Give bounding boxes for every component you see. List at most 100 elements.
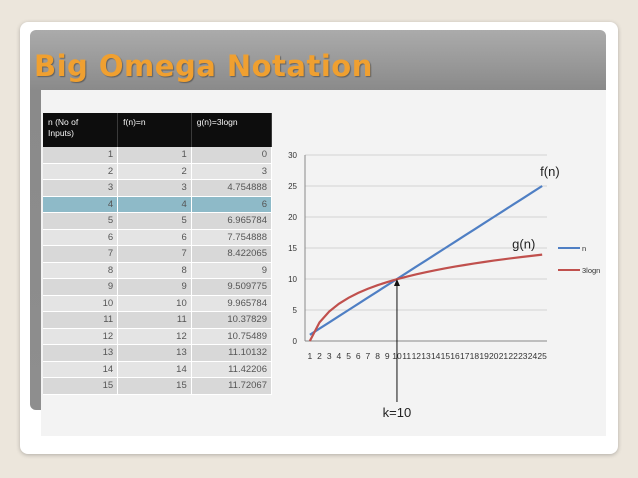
table-header-row: n (No of Inputs) f(n)=n g(n)=3logn xyxy=(43,113,273,147)
cell-gn: 0 xyxy=(191,147,273,164)
x-tick-label: 13 xyxy=(421,351,431,361)
cell-n: 9 xyxy=(43,278,119,296)
cell-n: 15 xyxy=(43,377,119,395)
table-row: 7 7 8.422065 xyxy=(43,245,273,263)
cell-fn: 15 xyxy=(117,377,192,395)
x-tick-label: 24 xyxy=(528,351,538,361)
cell-gn: 10.37829 xyxy=(191,311,273,329)
table-row: 5 5 6.965784 xyxy=(43,212,273,230)
cell-gn: 9.509775 xyxy=(191,278,273,296)
cell-n: 12 xyxy=(43,328,119,345)
cell-gn: 3 xyxy=(191,163,273,180)
cell-n: 4 xyxy=(43,196,119,213)
x-tick-label: 23 xyxy=(518,351,528,361)
table-row: 15 15 11.72067 xyxy=(43,377,273,395)
cell-gn: 8.422065 xyxy=(191,245,273,263)
table-row: 13 13 11.10132 xyxy=(43,344,273,362)
series-line-3logn xyxy=(308,253,543,342)
cell-n: 2 xyxy=(43,163,119,180)
y-tick-label: 30 xyxy=(288,151,297,160)
x-tick-label: 3 xyxy=(327,351,332,361)
legend-label: 3logn xyxy=(582,266,600,275)
cell-n: 11 xyxy=(43,311,119,329)
cell-fn: 7 xyxy=(117,245,192,263)
cell-n: 14 xyxy=(43,361,119,378)
x-tick-label: 8 xyxy=(375,351,380,361)
cell-gn: 11.42206 xyxy=(191,361,273,378)
table-body: 1 1 0 2 2 3 3 3 4.754888 4 4 6 5 5 6.965784 6 6 7.754888 7… xyxy=(43,147,273,395)
x-tick-label: 5 xyxy=(346,351,351,361)
header-n-label: n (No of Inputs) xyxy=(48,117,79,138)
header-fn: f(n)=n xyxy=(117,113,192,147)
cell-fn: 3 xyxy=(117,179,192,197)
g-label: g(n) xyxy=(512,237,535,252)
x-tick-label: 16 xyxy=(450,351,460,361)
x-tick-label: 6 xyxy=(356,351,361,361)
x-tick-label: 21 xyxy=(499,351,509,361)
x-tick-label: 14 xyxy=(431,351,441,361)
cell-gn: 6 xyxy=(191,196,273,213)
legend-label: n xyxy=(582,244,586,253)
header-gn: g(n)=3logn xyxy=(191,113,273,147)
series-line-n xyxy=(309,185,543,336)
table-row: 14 14 11.42206 xyxy=(43,361,273,378)
table-row: 6 6 7.754888 xyxy=(43,229,273,246)
y-tick-label: 15 xyxy=(288,244,297,253)
x-tick-label: 20 xyxy=(489,351,499,361)
cell-gn: 11.10132 xyxy=(191,344,273,362)
cell-n: 13 xyxy=(43,344,119,362)
cell-gn: 6.965784 xyxy=(191,212,273,230)
cell-fn: 10 xyxy=(117,295,192,312)
table-row: 9 9 9.509775 xyxy=(43,278,273,296)
y-tick-label: 25 xyxy=(288,182,297,191)
cell-fn: 1 xyxy=(117,147,192,164)
cell-gn: 4.754888 xyxy=(191,179,273,197)
cell-n: 1 xyxy=(43,147,119,164)
table-row: 12 12 10.75489 xyxy=(43,328,273,345)
x-tick-label: 18 xyxy=(470,351,480,361)
cell-gn: 9.965784 xyxy=(191,295,273,312)
cell-fn: 14 xyxy=(117,361,192,378)
cell-n: 5 xyxy=(43,212,119,230)
cell-gn: 7.754888 xyxy=(191,229,273,246)
cell-n: 3 xyxy=(43,179,119,197)
x-tick-label: 11 xyxy=(402,351,411,361)
table-row: 10 10 9.965784 xyxy=(43,295,273,312)
k-label: k=10 xyxy=(383,405,412,420)
cell-gn: 10.75489 xyxy=(191,328,273,345)
x-tick-label: 19 xyxy=(479,351,489,361)
cell-gn: 9 xyxy=(191,262,273,279)
cell-fn: 2 xyxy=(117,163,192,180)
y-tick-label: 0 xyxy=(293,337,298,346)
x-tick-label: 4 xyxy=(337,351,342,361)
cell-fn: 4 xyxy=(117,196,192,213)
cell-fn: 11 xyxy=(117,311,192,329)
cell-fn: 13 xyxy=(117,344,192,362)
slide-title: Big Omega Notation xyxy=(34,49,373,83)
cell-fn: 8 xyxy=(117,262,192,279)
x-tick-label: 1 xyxy=(307,351,312,361)
table-row: 3 3 4.754888 xyxy=(43,179,273,197)
cell-n: 10 xyxy=(43,295,119,312)
x-tick-label: 9 xyxy=(385,351,390,361)
cell-fn: 5 xyxy=(117,212,192,230)
cell-fn: 9 xyxy=(117,278,192,296)
x-tick-label: 22 xyxy=(508,351,518,361)
k-arrow-head xyxy=(393,279,400,286)
x-tick-label: 17 xyxy=(460,351,470,361)
header-n: n (No of Inputs) xyxy=(43,113,119,147)
x-tick-label: 2 xyxy=(317,351,322,361)
cell-n: 6 xyxy=(43,229,119,246)
cell-fn: 6 xyxy=(117,229,192,246)
x-tick-label: 15 xyxy=(441,351,451,361)
cell-n: 8 xyxy=(43,262,119,279)
f-label: f(n) xyxy=(540,164,560,179)
x-tick-label: 7 xyxy=(366,351,371,361)
x-tick-label: 12 xyxy=(412,351,422,361)
